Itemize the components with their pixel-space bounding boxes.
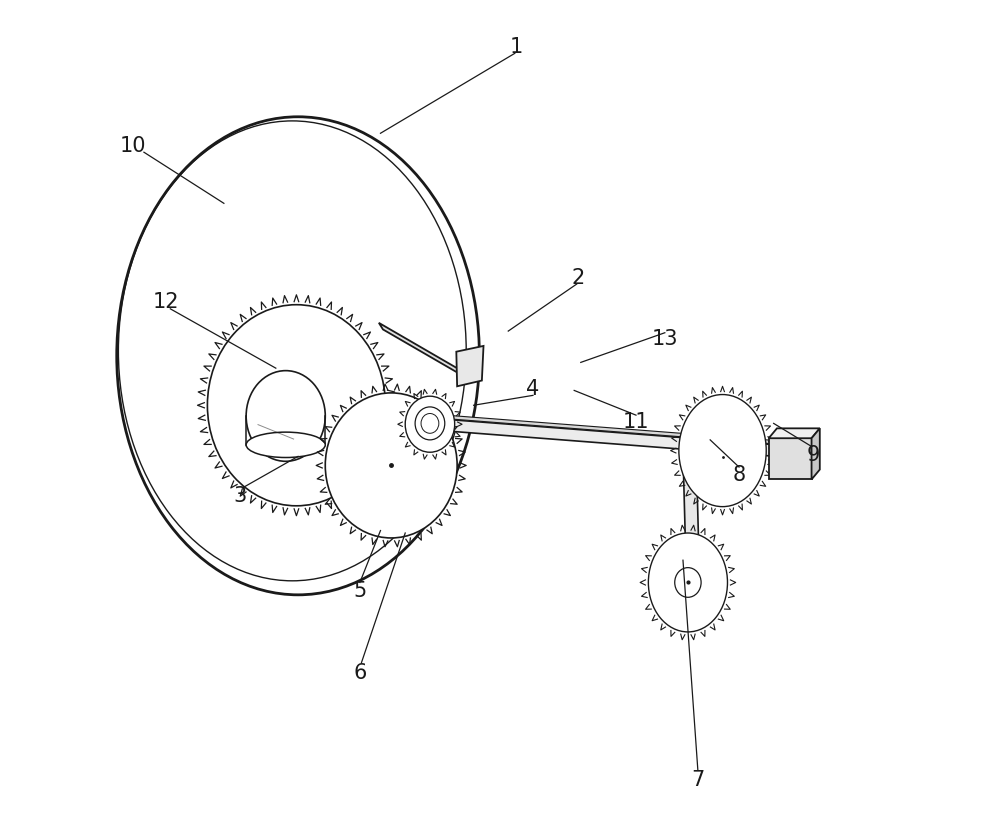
- Ellipse shape: [675, 567, 701, 597]
- Text: 3: 3: [234, 486, 247, 506]
- Polygon shape: [434, 418, 777, 457]
- Text: 13: 13: [652, 329, 678, 349]
- Ellipse shape: [415, 407, 445, 440]
- Text: 1: 1: [510, 36, 523, 57]
- Text: 9: 9: [807, 445, 820, 465]
- Polygon shape: [769, 428, 820, 438]
- Text: 12: 12: [153, 292, 179, 313]
- Ellipse shape: [246, 370, 325, 461]
- Text: 7: 7: [691, 770, 704, 791]
- Ellipse shape: [421, 414, 439, 433]
- Ellipse shape: [648, 533, 727, 632]
- Polygon shape: [683, 453, 699, 575]
- Ellipse shape: [405, 396, 455, 452]
- Text: 8: 8: [732, 466, 746, 485]
- Polygon shape: [434, 414, 776, 444]
- Ellipse shape: [246, 433, 325, 457]
- Polygon shape: [379, 323, 471, 380]
- Text: 4: 4: [526, 379, 540, 399]
- Ellipse shape: [679, 394, 766, 507]
- Text: 5: 5: [353, 581, 367, 600]
- Polygon shape: [769, 438, 812, 480]
- Ellipse shape: [207, 304, 385, 506]
- Text: 10: 10: [120, 136, 146, 155]
- Text: 11: 11: [623, 412, 649, 432]
- Polygon shape: [812, 428, 820, 480]
- Text: 6: 6: [353, 663, 367, 683]
- Ellipse shape: [117, 117, 479, 595]
- Ellipse shape: [325, 393, 457, 538]
- Text: 2: 2: [572, 267, 585, 288]
- Polygon shape: [456, 346, 484, 386]
